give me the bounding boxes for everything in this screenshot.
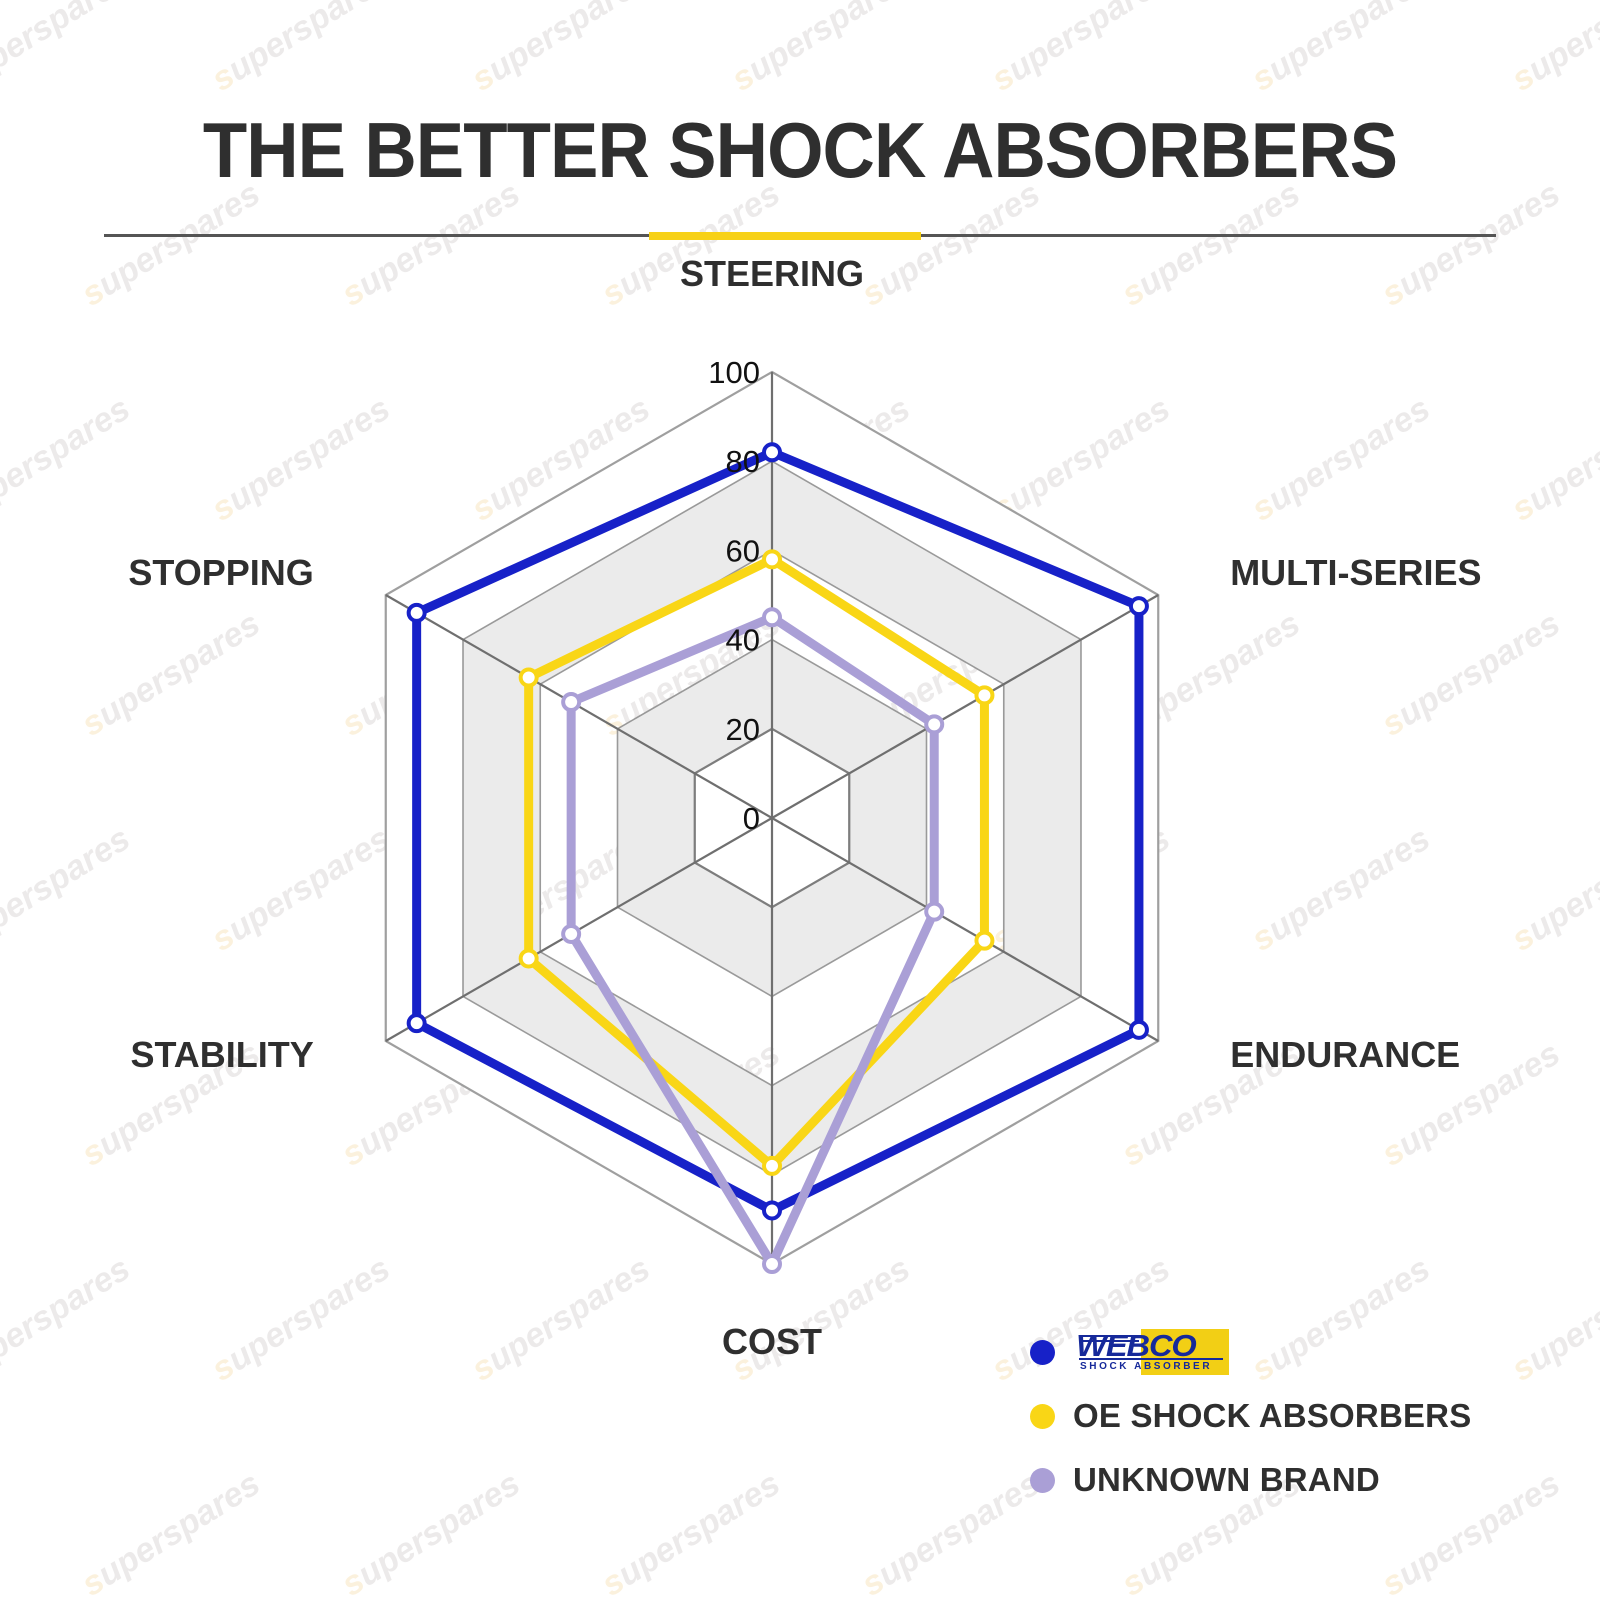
radar-axis-label-endurance: ENDURANCE [1230, 1034, 1460, 1075]
page-title: THE BETTER SHOCK ABSORBERS [202, 106, 1398, 194]
radar-tick-label: 60 [726, 533, 760, 568]
title-divider [104, 232, 1496, 240]
radar-series-marker [406, 1013, 427, 1034]
chart-legend: WEBCO SHOCK ABSORBER OE SHOCK ABSORBERS … [1030, 1320, 1471, 1512]
radar-series-marker [1128, 1019, 1149, 1040]
radar-tick-labels: 0 20 40 60 80 100 [708, 355, 760, 836]
legend-label-unknown: UNKNOWN BRAND [1073, 1461, 1380, 1498]
radar-series-marker [974, 685, 995, 706]
radar-series-marker [762, 1155, 782, 1176]
radar-axis-label-multi-series: MULTI-SERIES [1230, 552, 1481, 593]
radar-series-group [406, 442, 1149, 1274]
legend-swatch-webco [1030, 1339, 1055, 1365]
title-divider-accent [649, 232, 921, 240]
radar-series [406, 442, 1149, 1221]
webco-logo: WEBCO SHOCK ABSORBER [1073, 1329, 1229, 1375]
radar-axis-label-steering: STEERING [680, 253, 864, 294]
radar-band [617, 639, 927, 997]
radar-axis-label-stopping: STOPPING [128, 552, 313, 593]
webco-logo-stripe [1079, 1340, 1139, 1342]
radar-series [561, 607, 945, 1274]
radar-series-marker [924, 901, 945, 922]
radar-series-marker [924, 714, 945, 735]
radar-tick-label: 20 [726, 712, 760, 747]
radar-series-marker [762, 549, 782, 570]
radar-series-marker [518, 667, 539, 688]
webco-logo-stripe [1079, 1335, 1139, 1337]
legend-item-unknown[interactable]: UNKNOWN BRAND [1030, 1448, 1471, 1512]
radar-series-marker [974, 930, 995, 951]
radar-axis-label-cost: COST [722, 1321, 822, 1362]
radar-series-marker [762, 607, 782, 628]
radar-series-marker [762, 1254, 782, 1274]
webco-logo-right-panel [1141, 1329, 1229, 1375]
radar-series-marker [518, 948, 539, 969]
legend-item-webco[interactable]: WEBCO SHOCK ABSORBER [1030, 1320, 1471, 1384]
radar-series-marker [762, 442, 782, 463]
radar-axis-label-stability: STABILITY [130, 1034, 313, 1075]
radar-tick-label: 80 [726, 444, 760, 479]
legend-item-oe[interactable]: OE SHOCK ABSORBERS [1030, 1384, 1471, 1448]
radar-tick-label: 40 [726, 623, 760, 658]
webco-logo-wordmark: WEBCO [1076, 1329, 1197, 1363]
radar-tick-label: 0 [743, 801, 760, 836]
title-block: THE BETTER SHOCK ABSORBERS [0, 108, 1600, 192]
radar-series-marker [561, 692, 582, 713]
radar-axis-labels: STEERING MULTI-SERIES ENDURANCE COST STABILI… [128, 253, 1481, 1362]
webco-logo-sublabel: SHOCK ABSORBER [1080, 1361, 1213, 1372]
radar-series-marker [406, 602, 427, 623]
legend-swatch-unknown [1030, 1467, 1055, 1493]
legend-swatch-oe [1030, 1403, 1055, 1429]
radar-spoke [771, 817, 1159, 1042]
legend-label-oe: OE SHOCK ABSORBERS [1073, 1397, 1472, 1434]
radar-tick-label: 100 [708, 355, 760, 390]
radar-series [518, 549, 995, 1176]
radar-spoke [771, 594, 1159, 819]
radar-series-marker [561, 923, 582, 944]
radar-series-marker [762, 1200, 782, 1221]
radar-series-marker [1128, 596, 1149, 617]
webco-logo-underline [1079, 1358, 1223, 1360]
